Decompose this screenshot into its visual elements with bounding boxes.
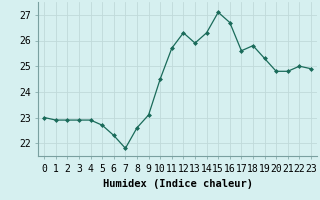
X-axis label: Humidex (Indice chaleur): Humidex (Indice chaleur) [103, 179, 252, 189]
